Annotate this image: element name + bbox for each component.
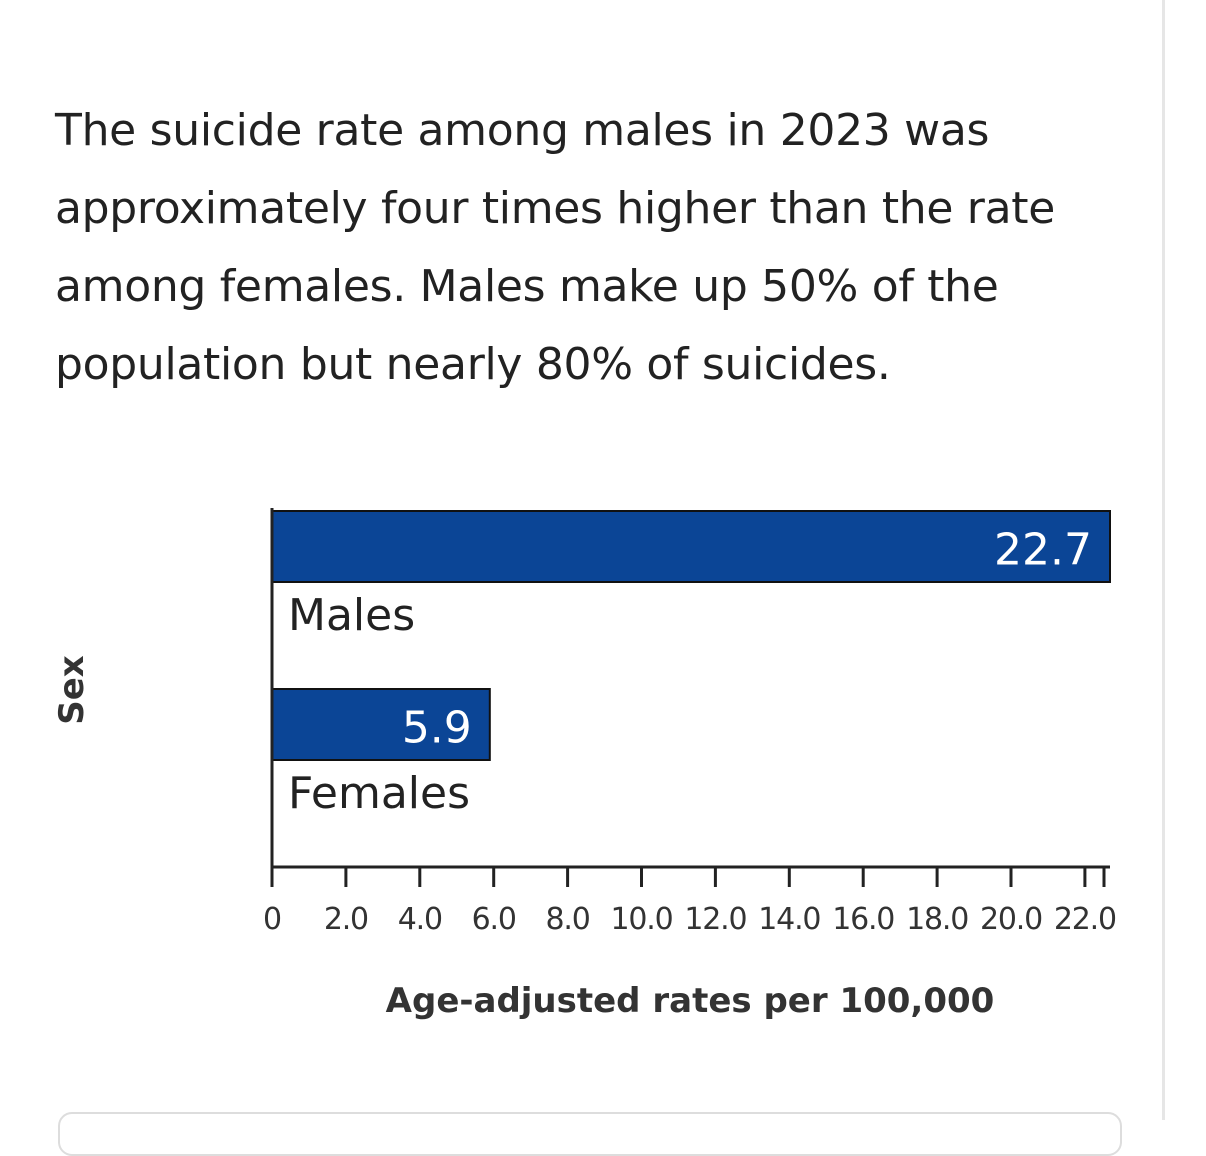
bar-females (271, 688, 491, 761)
x-axis-title: Age-adjusted rates per 100,000 (386, 981, 995, 1021)
x-tick-label-8: 16.0 (832, 902, 894, 937)
x-tick-label-9: 18.0 (906, 902, 968, 937)
bar-chart: 22.7 Males 5.9 Females 0 2.0 4.0 6.0 8.0 10.0 12.0… (52, 508, 1117, 1021)
data-label-males: 22.7 (994, 525, 1092, 576)
x-tick-label-3: 6.0 (472, 902, 516, 937)
x-tick-label-10: 20.0 (980, 902, 1042, 937)
data-label-females: 5.9 (402, 703, 472, 754)
card-right-border (1162, 0, 1165, 1120)
x-tick-label-2: 4.0 (398, 902, 442, 937)
next-card-edge (58, 1112, 1122, 1156)
x-tick-label-4: 8.0 (546, 902, 590, 937)
bar-males (271, 510, 1111, 583)
category-label-males: Males (288, 590, 415, 641)
category-label-females: Females (288, 768, 470, 819)
x-tick-label-11: 22.0 (1054, 902, 1116, 937)
y-axis-title: Sex (52, 655, 92, 725)
x-tick-label-5: 10.0 (611, 902, 673, 937)
chart-description: The suicide rate among males in 2023 was… (55, 105, 1055, 390)
x-tick-label-6: 12.0 (684, 902, 746, 937)
x-tick-label-7: 14.0 (758, 902, 820, 937)
x-tick-label-1: 2.0 (324, 902, 368, 937)
x-tick-label-0: 0 (263, 902, 281, 937)
